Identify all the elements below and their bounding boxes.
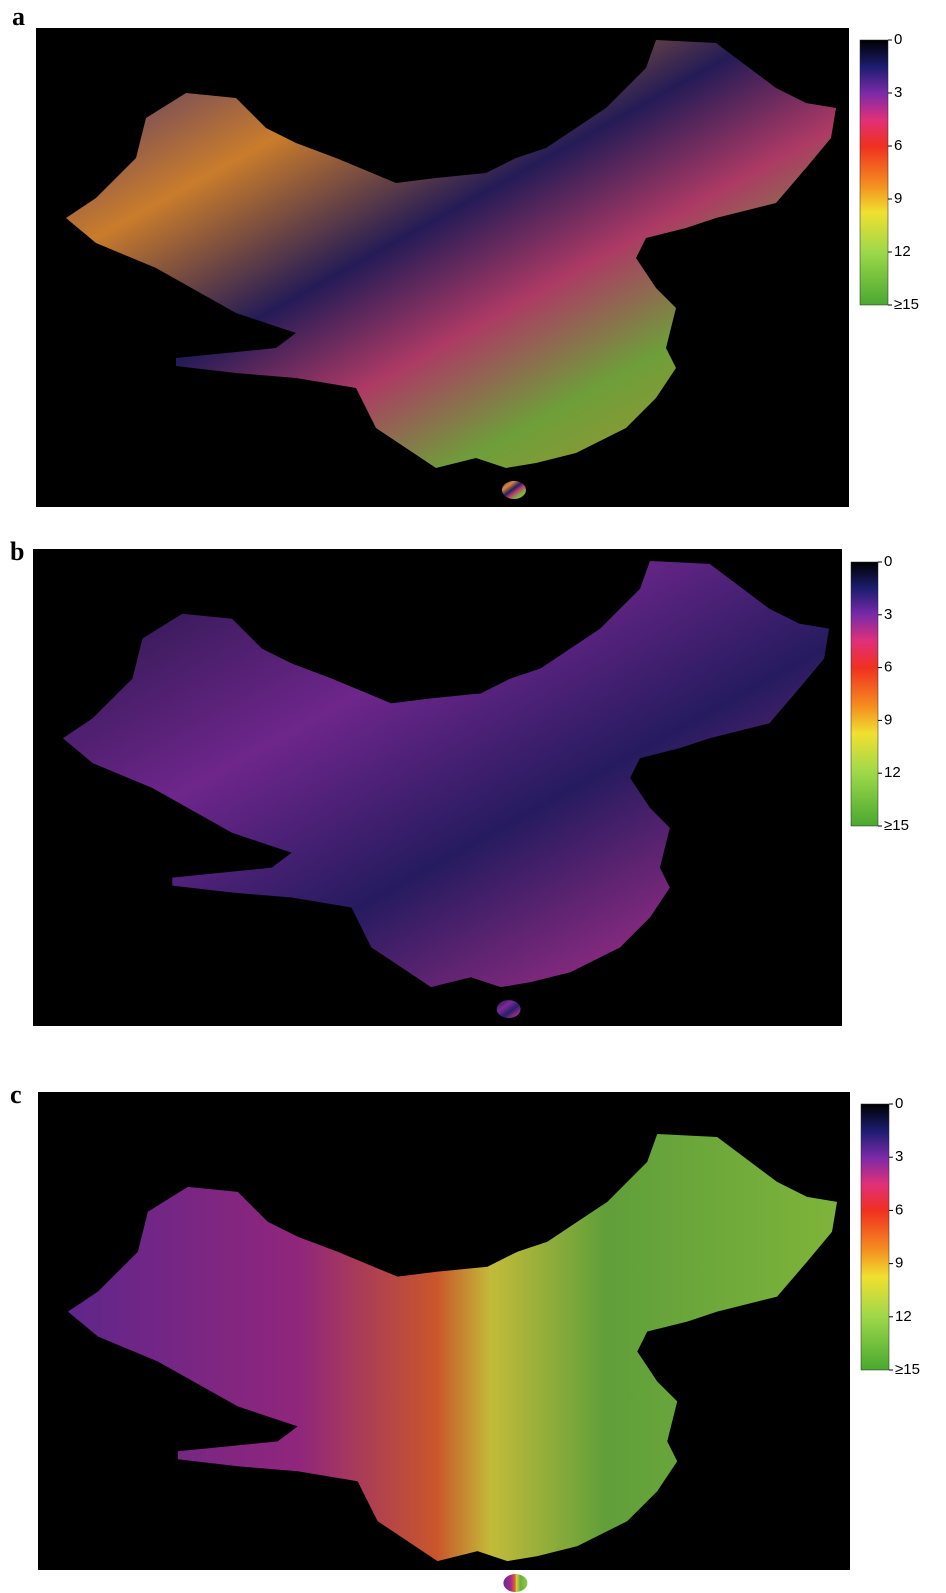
panel: a 0 3 6 9 12 ≥15	[12, 2, 919, 507]
panel-label: a	[12, 2, 25, 31]
colorbar-tick-label: 9	[884, 711, 892, 728]
colorbar-tick-label: ≥15	[884, 817, 909, 834]
colorbar-tick-label: 6	[884, 659, 892, 676]
panel: c 0 3 6 9 12 ≥15	[10, 1080, 920, 1592]
panel-label: b	[10, 537, 24, 566]
colorbar	[860, 40, 888, 305]
colorbar	[851, 562, 878, 826]
figure: a 0 3 6 9 12 ≥15 b 0 3 6 9 12 ≥15 c 0 3 6 9 12 ≥15	[0, 0, 946, 1593]
colorbar-tick-label: 3	[895, 1148, 903, 1165]
colorbar-tick-label: 0	[895, 1095, 903, 1112]
colorbar-tick-label: ≥15	[894, 296, 919, 313]
map-island	[497, 1000, 521, 1018]
colorbar-tick-label: 12	[895, 1308, 912, 1325]
colorbar-tick-label: 12	[894, 243, 911, 260]
colorbar-tick-label: 0	[884, 553, 892, 570]
colorbar-tick-label: 6	[895, 1201, 903, 1218]
colorbar-tick-label: 12	[884, 764, 901, 781]
map-island	[502, 481, 526, 499]
map-island	[503, 1574, 527, 1592]
colorbar-tick-label: 0	[894, 31, 902, 48]
panel-label: c	[10, 1080, 22, 1109]
colorbar-tick-label: 3	[894, 84, 902, 101]
colorbar-tick-label: 9	[895, 1255, 903, 1272]
colorbar	[861, 1104, 889, 1370]
colorbar-tick-label: 3	[884, 606, 892, 623]
colorbar-tick-label: 9	[894, 190, 902, 207]
panel: b 0 3 6 9 12 ≥15	[10, 537, 909, 1026]
colorbar-tick-label: 6	[894, 137, 902, 154]
colorbar-tick-label: ≥15	[895, 1361, 920, 1378]
